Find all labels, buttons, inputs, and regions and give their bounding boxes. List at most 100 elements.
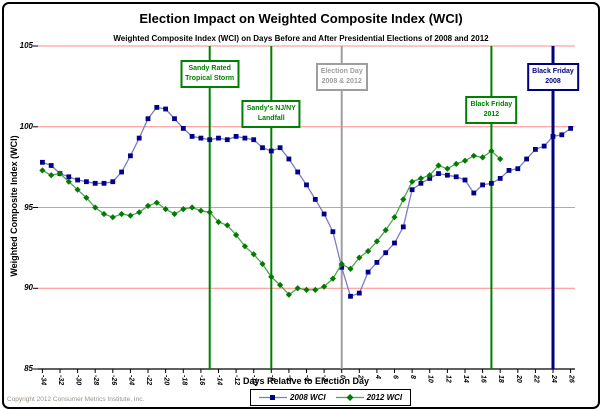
- data-point: [462, 177, 468, 183]
- data-point: [172, 116, 177, 122]
- data-point: [197, 207, 204, 214]
- data-point: [480, 182, 485, 188]
- legend-marker-diamond-icon: [335, 394, 364, 401]
- data-point: [65, 178, 72, 185]
- data-point: [541, 143, 547, 149]
- event-annotation-line: 2008: [545, 77, 561, 85]
- data-point: [101, 180, 107, 186]
- event-annotation-line: 2012: [483, 110, 500, 118]
- data-point: [383, 250, 389, 256]
- data-point: [409, 187, 415, 193]
- data-point: [74, 186, 81, 193]
- event-annotation-4: Black Friday 2008: [527, 63, 579, 91]
- data-point: [198, 135, 204, 141]
- data-point: [559, 132, 565, 138]
- y-tick-label: 90: [24, 283, 33, 293]
- event-annotation-line: Black Friday: [532, 68, 574, 75]
- data-point: [374, 260, 380, 265]
- x-tick-label: -32: [57, 375, 64, 386]
- data-point: [426, 172, 433, 179]
- x-tick-label: -30: [74, 375, 82, 386]
- data-point: [154, 105, 160, 110]
- x-tick-label: 4: [373, 375, 381, 379]
- data-point: [488, 147, 495, 155]
- data-point: [533, 147, 538, 152]
- x-tick-label: -2: [321, 375, 329, 382]
- legend-marker-square-icon: [259, 395, 287, 400]
- event-annotation-2: Election Day 2008 & 2012: [315, 63, 368, 91]
- data-point: [207, 137, 213, 143]
- data-point: [259, 260, 266, 268]
- x-tick-label: 26: [567, 375, 575, 383]
- chart-subtitle: Weighted Composite Index (WCI) on Days B…: [113, 34, 489, 43]
- data-point: [153, 199, 160, 206]
- event-annotation-line: 2008 & 2012: [321, 77, 362, 85]
- data-point: [260, 145, 265, 151]
- data-point: [39, 167, 46, 174]
- x-tick-label: 14: [461, 375, 469, 383]
- data-point: [277, 145, 283, 151]
- x-tick-label: 10: [426, 375, 434, 383]
- data-point: [471, 190, 477, 196]
- x-tick-label: -6: [285, 375, 293, 382]
- x-tick-label: -10: [250, 375, 258, 386]
- data-point: [136, 209, 143, 216]
- data-point: [418, 180, 424, 186]
- data-point: [515, 166, 521, 172]
- data-point: [224, 137, 230, 143]
- data-point: [312, 286, 319, 293]
- data-point: [329, 275, 336, 282]
- chart-title: Election Impact on Weighted Composite In…: [139, 11, 463, 26]
- event-annotation-line: Sandy Rated: [188, 65, 231, 72]
- copyright-note: Copyright 2012 Consumer Metrics Institut…: [7, 396, 145, 403]
- data-point: [524, 156, 529, 162]
- data-point: [400, 224, 406, 230]
- x-tick-label: -16: [197, 375, 205, 386]
- data-point: [435, 162, 442, 169]
- x-tick-label: 20: [514, 375, 522, 383]
- data-point: [444, 165, 451, 172]
- data-point: [445, 172, 450, 178]
- data-point: [356, 290, 362, 296]
- data-point: [479, 154, 486, 161]
- data-point: [392, 240, 397, 246]
- data-point: [365, 269, 371, 275]
- data-point: [84, 179, 89, 185]
- data-point: [489, 180, 494, 186]
- x-tick-label: -24: [127, 375, 135, 386]
- data-point: [180, 126, 186, 131]
- data-point: [391, 214, 398, 221]
- data-point: [40, 159, 45, 165]
- data-point: [453, 160, 460, 167]
- data-point: [356, 254, 363, 261]
- x-tick-label: 6: [391, 375, 399, 379]
- data-point: [118, 210, 125, 218]
- data-point: [189, 204, 196, 211]
- data-point: [83, 194, 90, 201]
- data-point: [233, 231, 240, 239]
- data-point: [285, 291, 292, 298]
- data-point: [206, 209, 213, 216]
- event-annotation-line: Tropical Storm: [185, 74, 235, 82]
- data-point: [180, 206, 187, 213]
- data-point: [268, 273, 275, 280]
- data-point: [109, 214, 116, 221]
- data-point: [321, 283, 328, 290]
- x-tick-label: 8: [409, 375, 417, 379]
- x-tick-label: 2: [356, 375, 364, 379]
- event-annotation-1: Sandy's NJ/NY Landfall: [241, 100, 301, 128]
- data-point: [75, 177, 80, 183]
- data-point: [550, 134, 556, 139]
- x-tick-label: 22: [532, 375, 540, 383]
- x-tick-label: -4: [303, 375, 311, 382]
- data-point: [163, 106, 168, 112]
- data-point: [304, 182, 309, 188]
- data-point: [100, 210, 108, 218]
- y-tick-label: 85: [24, 364, 33, 373]
- data-point: [233, 134, 239, 139]
- x-tick-label: 24: [549, 375, 557, 383]
- data-point: [162, 206, 169, 213]
- data-point: [294, 285, 301, 292]
- y-tick-label: 95: [24, 202, 33, 212]
